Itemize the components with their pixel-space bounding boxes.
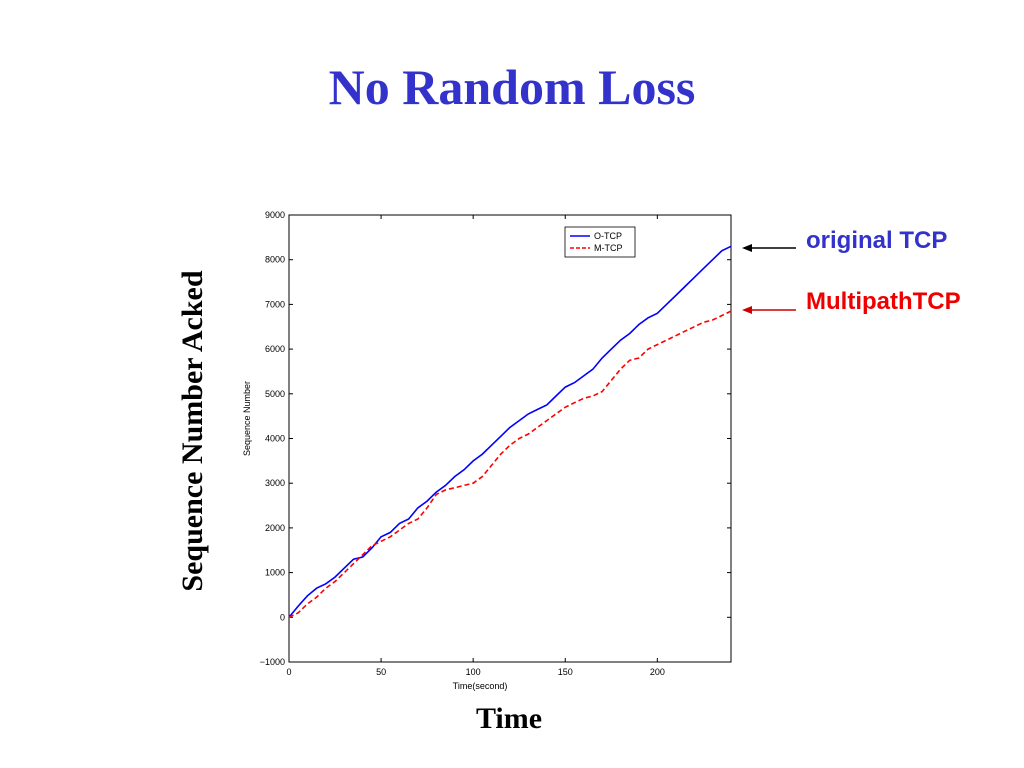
series-line-m-tcp (288, 310, 732, 619)
y-tick-label: 4000 (265, 434, 285, 444)
original-tcp-callout: original TCP (806, 227, 948, 254)
y-tick-label: 6000 (265, 344, 285, 354)
y-tick-label: −1000 (260, 657, 285, 667)
series-line-o-tcp (288, 245, 732, 618)
legend-label: O-TCP (594, 231, 622, 241)
y-axis-label: Sequence Number (242, 381, 252, 456)
x-tick-label: 100 (466, 667, 481, 677)
x-tick-label: 150 (558, 667, 573, 677)
y-tick-label: 2000 (265, 523, 285, 533)
x-tick-label: 0 (286, 667, 291, 677)
y-tick-label: 1000 (265, 568, 285, 578)
outer-y-axis-label: Sequence Number Acked (176, 270, 209, 592)
x-axis-label: Time(second) (453, 681, 508, 691)
x-tick-label: 50 (376, 667, 386, 677)
slide-title: No Random Loss (328, 59, 696, 115)
y-tick-label: 9000 (265, 210, 285, 220)
y-tick-label: 5000 (265, 389, 285, 399)
outer-x-axis-label: Time (475, 702, 543, 735)
y-tick-label: 7000 (265, 299, 285, 309)
sequence-chart: −100001000200030004000500060007000800090… (242, 210, 732, 691)
multipath-tcp-callout: MultipathTCP (806, 288, 961, 315)
y-tick-label: 8000 (265, 255, 285, 265)
x-tick-label: 200 (650, 667, 665, 677)
y-tick-label: 3000 (265, 478, 285, 488)
legend-box (564, 226, 636, 258)
multipath-tcp-arrow (742, 306, 796, 314)
plot-area (288, 214, 732, 663)
y-tick-label: 0 (280, 612, 285, 622)
legend-label: M-TCP (594, 243, 623, 253)
original-tcp-arrow (742, 244, 796, 252)
